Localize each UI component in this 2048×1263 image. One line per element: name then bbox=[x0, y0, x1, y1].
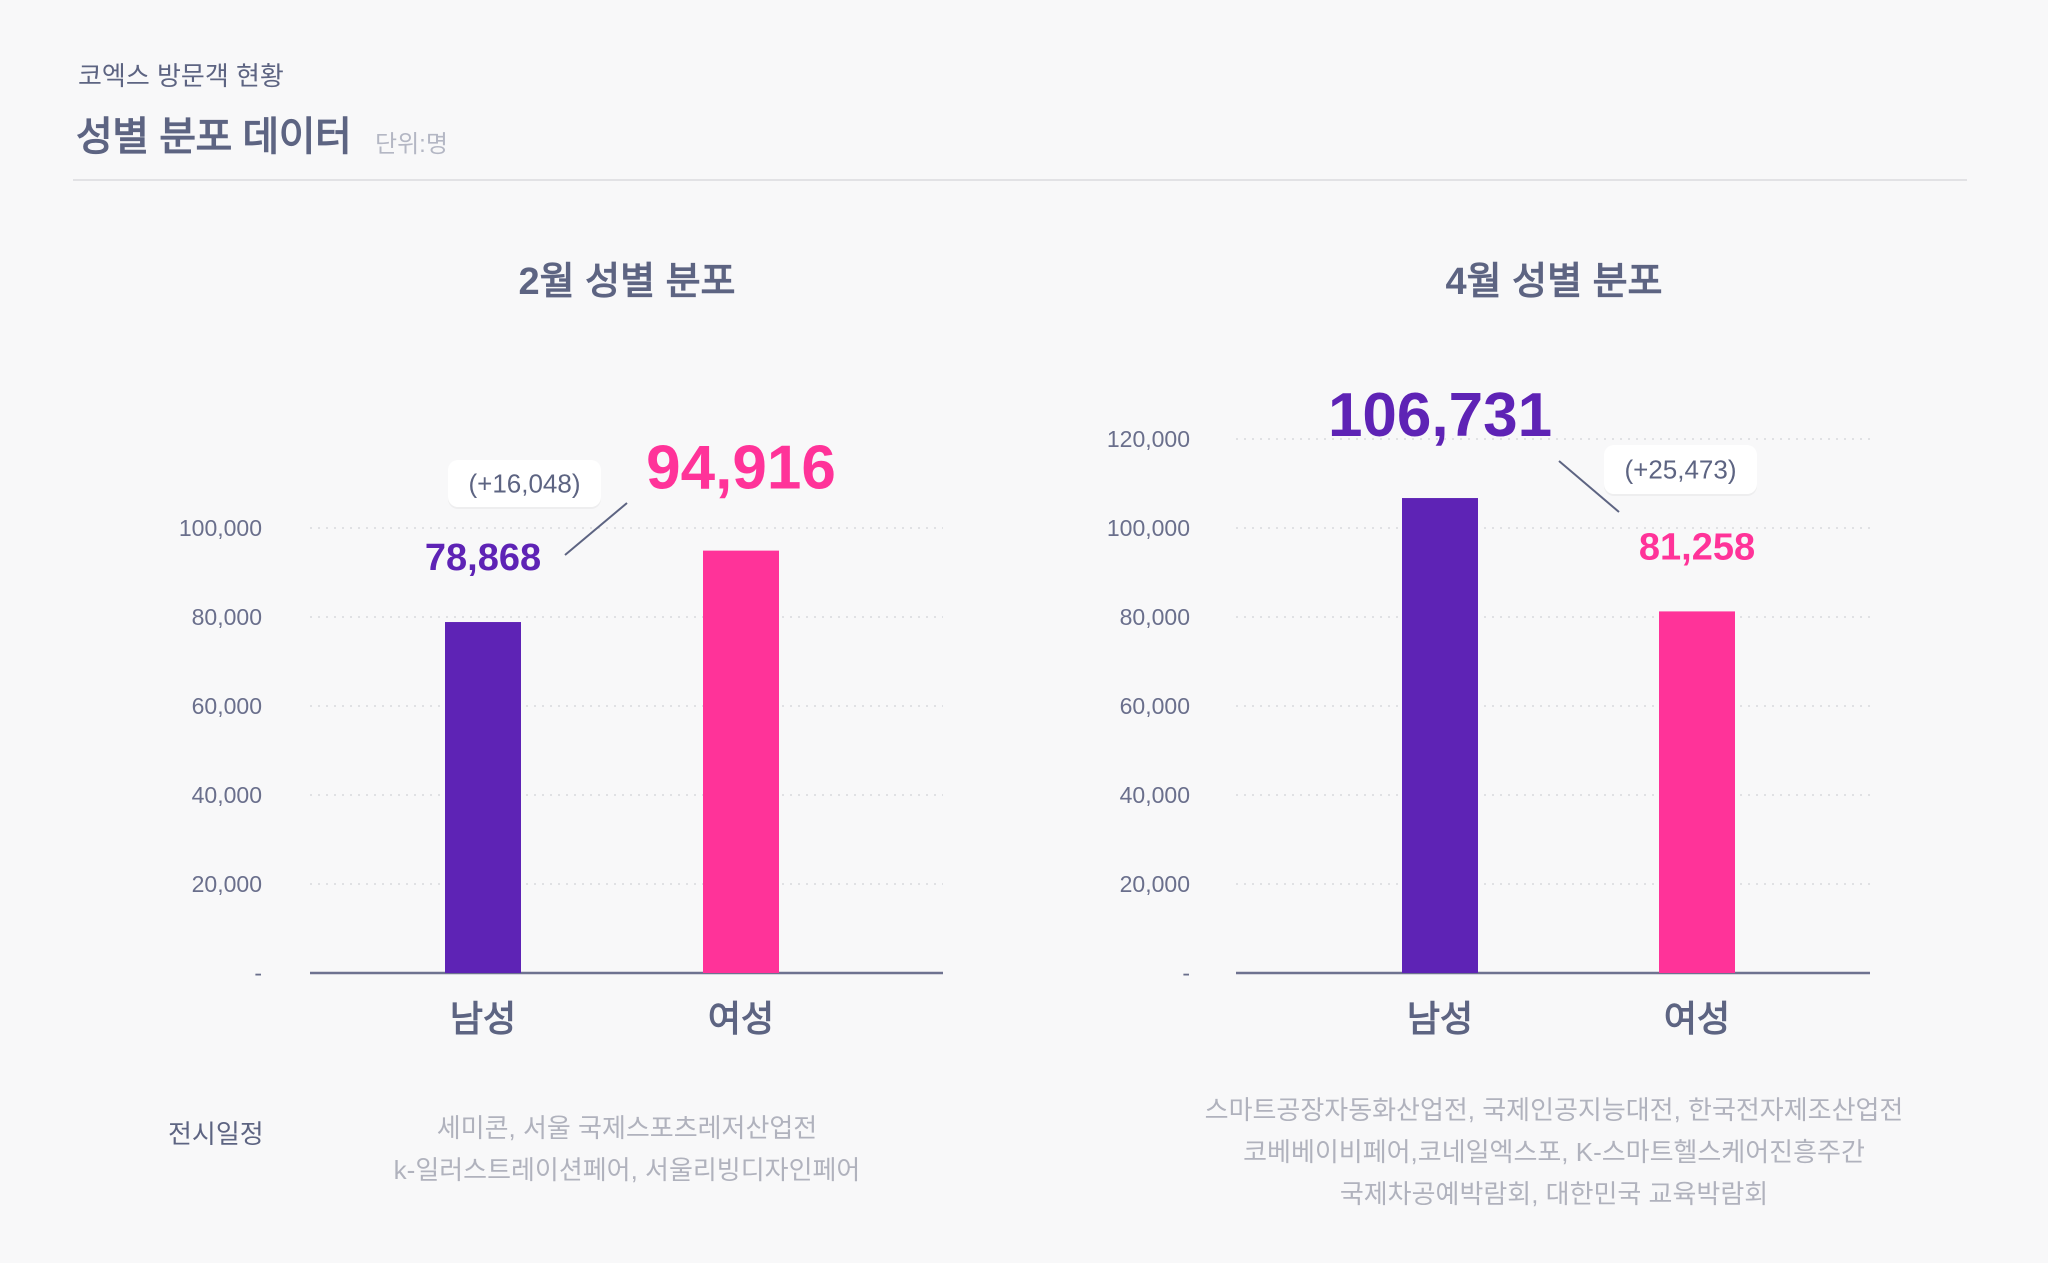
y-tick-label: 40,000 bbox=[192, 782, 262, 808]
y-tick-label: 60,000 bbox=[1120, 693, 1190, 719]
difference-bubble bbox=[448, 460, 601, 507]
y-tick-label: 40,000 bbox=[1120, 782, 1190, 808]
y-tick-label: - bbox=[1182, 960, 1190, 986]
difference-label: (+16,048) bbox=[468, 469, 580, 499]
category-label: 여성 bbox=[1664, 998, 1730, 1039]
schedule-feb: 세미콘, 서울 국제스포츠레저산업전 k-일러스트레이션페어, 서울리빙디자인페… bbox=[394, 1107, 861, 1191]
y-tick-label: 100,000 bbox=[179, 515, 262, 541]
chart-title-apr: 4월 성별 분포 bbox=[1445, 261, 1663, 303]
schedule-label: 전시일정 bbox=[168, 1119, 264, 1149]
page-subtitle: 코엑스 방문객 현황 bbox=[78, 61, 284, 91]
schedule-feb-line: k-일러스트레이션페어, 서울리빙디자인페어 bbox=[393, 1155, 861, 1185]
category-label: 남성 bbox=[450, 998, 516, 1039]
unit-label: 단위:명 bbox=[375, 131, 448, 158]
y-tick-label: 80,000 bbox=[192, 604, 262, 630]
y-tick-label: 20,000 bbox=[192, 871, 262, 897]
y-tick-label: 80,000 bbox=[1120, 604, 1190, 630]
difference-connector bbox=[564, 502, 628, 556]
bar-male bbox=[445, 622, 521, 973]
value-label: 81,258 bbox=[1639, 526, 1755, 568]
y-tick-label: 60,000 bbox=[192, 693, 262, 719]
value-label: 94,916 bbox=[646, 434, 836, 503]
category-label: 남성 bbox=[1407, 998, 1473, 1039]
difference-label: (+25,473) bbox=[1624, 455, 1736, 485]
value-label: 78,868 bbox=[425, 537, 541, 579]
schedule-feb-line: 세미콘, 서울 국제스포츠레저산업전 bbox=[436, 1113, 818, 1143]
chart-title-feb: 2월 성별 분포 bbox=[518, 261, 736, 303]
schedule-apr-line: 코베베이비페어,코네일엑스포, K-스마트헬스케어진흥주간 bbox=[1243, 1137, 1865, 1167]
y-tick-label: 120,000 bbox=[1107, 426, 1190, 452]
y-tick-label: 100,000 bbox=[1107, 515, 1190, 541]
page-title: 성별 분포 데이터 bbox=[76, 115, 352, 159]
schedule-apr: 스마트공장자동화산업전, 국제인공지능대전, 한국전자제조산업전 코베베이비페어… bbox=[1205, 1089, 1904, 1215]
schedule-apr-line: 국제차공예박람회, 대한민국 교육박람회 bbox=[1339, 1179, 1769, 1209]
bar-female bbox=[1659, 611, 1735, 973]
value-label: 106,731 bbox=[1328, 381, 1552, 450]
schedule-apr-line: 스마트공장자동화산업전, 국제인공지능대전, 한국전자제조산업전 bbox=[1204, 1095, 1904, 1125]
bar-male bbox=[1402, 498, 1478, 973]
y-tick-label: - bbox=[254, 960, 262, 986]
difference-bubble bbox=[1604, 445, 1757, 494]
difference-connector bbox=[1558, 460, 1620, 513]
y-tick-label: 20,000 bbox=[1120, 871, 1190, 897]
bar-female bbox=[703, 550, 779, 973]
header-divider bbox=[73, 179, 1967, 181]
category-label: 여성 bbox=[708, 998, 774, 1039]
